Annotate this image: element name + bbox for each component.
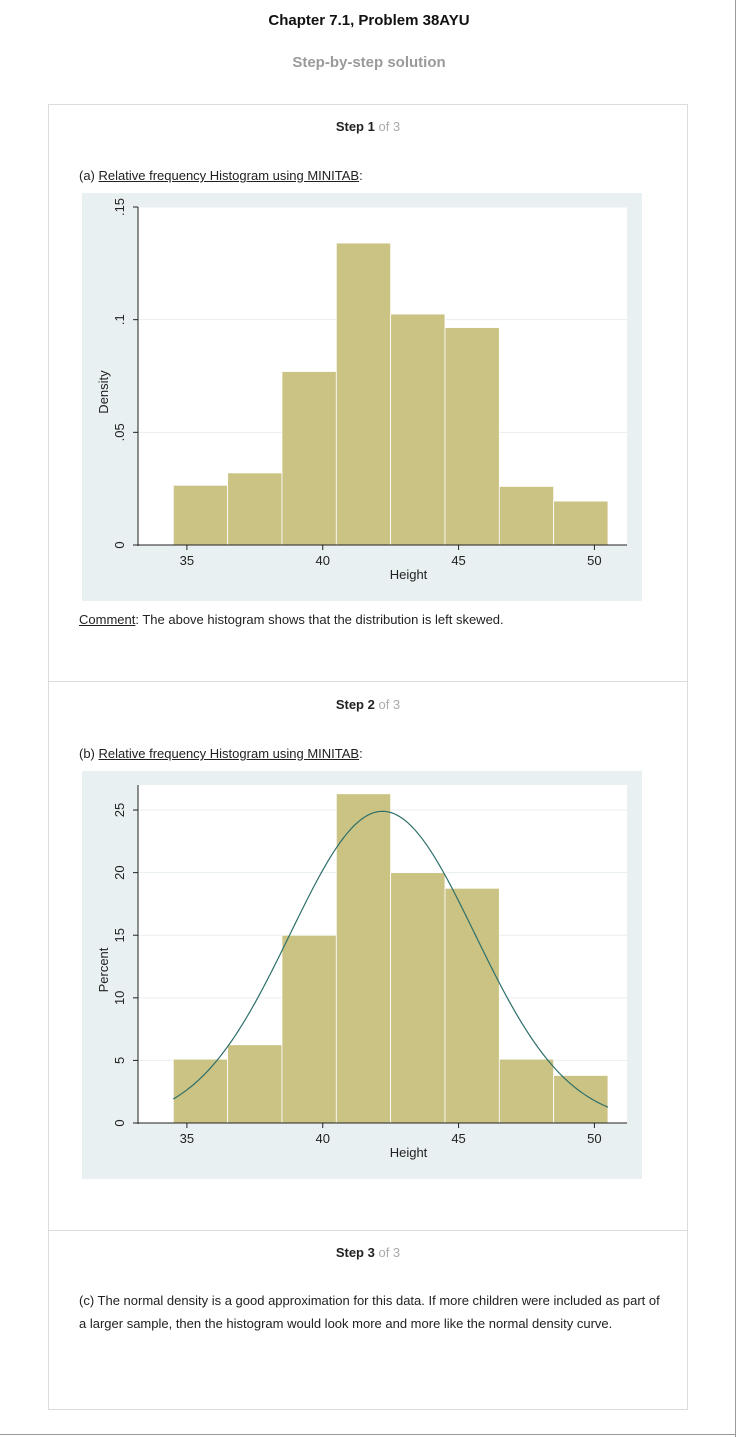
x-axis-label: Height bbox=[390, 567, 428, 582]
step-2-intro-suffix: : bbox=[359, 746, 363, 761]
y-tick-label: .15 bbox=[112, 198, 127, 216]
step-2-intro: (b) Relative frequency Histogram using M… bbox=[79, 746, 363, 761]
histogram-bar bbox=[498, 1058, 555, 1124]
step-1-intro-suffix: : bbox=[359, 168, 363, 183]
histogram-bar bbox=[335, 793, 392, 1124]
histogram-bar bbox=[390, 313, 446, 546]
histogram-bar bbox=[335, 242, 392, 546]
step-1-intro: (a) Relative frequency Histogram using M… bbox=[79, 168, 363, 183]
y-tick-label: 25 bbox=[112, 803, 127, 817]
y-tick-label: 0 bbox=[112, 1119, 127, 1126]
step-2-label: Step 2 bbox=[335, 697, 375, 712]
step-2-intro-link: Relative frequency Histogram using MINIT… bbox=[98, 746, 360, 761]
normal-density-curve bbox=[173, 810, 609, 1108]
page-border-right bbox=[735, 0, 736, 1437]
y-tick-label: 0 bbox=[112, 541, 127, 548]
histogram-bar bbox=[227, 1044, 283, 1124]
x-tick-label: 50 bbox=[587, 553, 601, 568]
y-tick-label: 10 bbox=[112, 991, 127, 1005]
percent-histogram: 35 40 45 50 0 5 10 15 20 25 Height Percent bbox=[82, 771, 642, 1179]
x-tick-label: 35 bbox=[180, 1131, 194, 1146]
page-subtitle: Step-by-step solution bbox=[292, 54, 446, 71]
step-1-of: of 3 bbox=[378, 119, 401, 134]
step-1-header: Step 1 of 3 bbox=[49, 119, 687, 134]
step-3-label: Step 3 bbox=[335, 1245, 375, 1260]
histogram-bar bbox=[172, 484, 229, 546]
y-axis-label: Density bbox=[96, 370, 111, 414]
step-3-of: of 3 bbox=[378, 1245, 401, 1260]
step-1-intro-link: Relative frequency Histogram using MINIT… bbox=[98, 168, 360, 183]
histogram-bar bbox=[498, 486, 555, 546]
density-histogram-svg: 35 40 45 50 0 .05 .1 .15 Height Density bbox=[82, 193, 642, 601]
x-tick-label: 45 bbox=[451, 1131, 465, 1146]
y-tick-label: .05 bbox=[112, 423, 127, 441]
histogram-bar bbox=[553, 500, 609, 546]
x-tick-label: 40 bbox=[315, 1131, 329, 1146]
page-title: Chapter 7.1, Problem 38AYU bbox=[268, 12, 470, 29]
histogram-bar bbox=[227, 472, 283, 546]
step-1-comment-label: Comment bbox=[79, 612, 136, 627]
x-tick-label: 35 bbox=[180, 553, 194, 568]
histogram-bar bbox=[281, 371, 337, 546]
step-2-header: Step 2 of 3 bbox=[49, 697, 687, 712]
histogram-bar bbox=[281, 934, 337, 1124]
step-2-card: Step 2 of 3 (b) Relative frequency Histo… bbox=[48, 681, 688, 1231]
percent-histogram-svg: 35 40 45 50 0 5 10 15 20 25 Height Percent bbox=[82, 771, 642, 1179]
step-1-comment-text: : The above histogram shows that the dis… bbox=[135, 612, 504, 627]
y-axis-label: Percent bbox=[96, 947, 111, 992]
x-tick-label: 40 bbox=[315, 553, 329, 568]
x-tick-label: 45 bbox=[451, 553, 465, 568]
histogram-bar bbox=[172, 1058, 229, 1124]
x-tick-label: 50 bbox=[587, 1131, 601, 1146]
histogram-bar bbox=[390, 872, 446, 1124]
step-3-header: Step 3 of 3 bbox=[49, 1245, 687, 1260]
step-1-comment: Comment: The above histogram shows that … bbox=[79, 612, 504, 627]
histogram-bar bbox=[444, 887, 500, 1124]
histogram-bar bbox=[444, 327, 500, 546]
step-1-intro-prefix: (a) bbox=[79, 168, 99, 183]
x-axis-label: Height bbox=[390, 1145, 428, 1160]
step-2-of: of 3 bbox=[378, 697, 401, 712]
step-1-card: Step 1 of 3 (a) Relative frequency Histo… bbox=[48, 104, 688, 682]
density-histogram: 35 40 45 50 0 .05 .1 .15 Height Density bbox=[82, 193, 642, 601]
y-tick-label: 20 bbox=[112, 865, 127, 879]
y-tick-label: 15 bbox=[112, 928, 127, 942]
y-tick-label: .1 bbox=[112, 314, 127, 325]
step-3-card: Step 3 of 3 (c) The normal density is a … bbox=[48, 1230, 688, 1410]
step-1-label: Step 1 bbox=[335, 119, 375, 134]
step-3-text: (c) The normal density is a good approxi… bbox=[79, 1293, 660, 1331]
step-2-intro-prefix: (b) bbox=[79, 746, 99, 761]
y-tick-label: 5 bbox=[112, 1057, 127, 1064]
histogram-bar bbox=[553, 1075, 609, 1124]
page-border-bottom bbox=[0, 1434, 736, 1435]
